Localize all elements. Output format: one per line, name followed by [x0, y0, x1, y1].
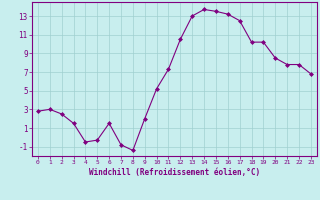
X-axis label: Windchill (Refroidissement éolien,°C): Windchill (Refroidissement éolien,°C)	[89, 168, 260, 177]
